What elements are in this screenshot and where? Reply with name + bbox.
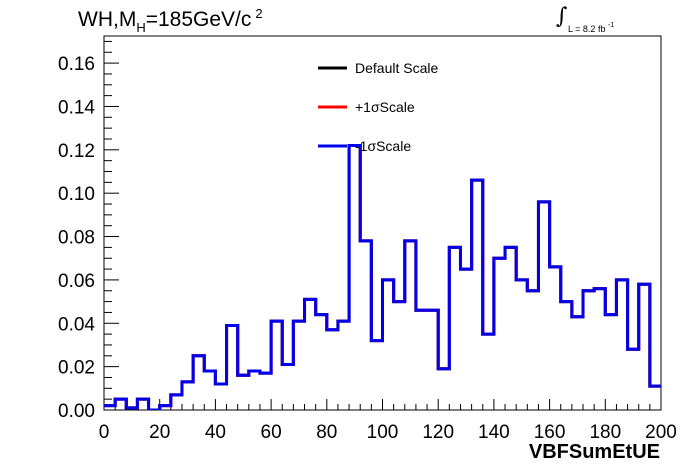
- title-superscript: 2: [255, 6, 263, 21]
- title-main: WH,M: [78, 8, 137, 31]
- title-subscript: H: [136, 20, 146, 35]
- plot-frame: [103, 35, 662, 411]
- y-tick-label: 0.14: [58, 97, 95, 118]
- x-tick-label: 80: [316, 422, 337, 443]
- y-axis: 0.00 0.02 0.04 0.06 0.08 0.10 0.12 0.14 0.16: [58, 40, 119, 422]
- legend-label: -1σScale: [355, 138, 411, 154]
- y-tick-label: 0.12: [58, 141, 95, 162]
- x-tick-label: 0: [99, 422, 110, 443]
- x-tick-label: 20: [149, 422, 170, 443]
- legend-label: Default Scale: [355, 60, 438, 76]
- y-tick-label: 0.00: [58, 401, 95, 422]
- lumi-text: L = 8.2 fb: [568, 24, 606, 34]
- x-tick-label: 60: [261, 422, 282, 443]
- legend-label: +1σScale: [355, 99, 415, 115]
- series-line: [104, 143, 661, 410]
- x-tick-label: 120: [422, 422, 454, 443]
- series-layer: [104, 143, 661, 410]
- x-tick-label: 100: [367, 422, 399, 443]
- series-line: [104, 143, 661, 410]
- y-tick-label: 0.04: [58, 314, 95, 335]
- y-tick-label: 0.02: [58, 358, 95, 379]
- y-tick-label: 0.16: [58, 54, 95, 75]
- x-axis: 0 20 40 60 80 100 120 140 160 180 200: [99, 399, 677, 443]
- y-tick-label: 0.06: [58, 271, 95, 292]
- chart-title: WH,MH=185GeV/c 2: [78, 6, 263, 35]
- series-line: [104, 143, 661, 410]
- x-tick-label: 40: [205, 422, 226, 443]
- title-rest: =185GeV/c: [145, 8, 252, 31]
- x-tick-label: 180: [589, 422, 621, 443]
- y-tick-label: 0.10: [58, 184, 95, 205]
- x-tick-label: 140: [478, 422, 510, 443]
- x-axis-label: VBFSumEtUE: [528, 441, 660, 463]
- legend: Default Scale +1σScale -1σScale: [318, 60, 438, 154]
- y-tick-label: 0.08: [58, 228, 95, 249]
- integral-symbol: ∫: [556, 4, 568, 29]
- lumi-superscript: -1: [607, 22, 615, 29]
- x-tick-label: 160: [534, 422, 566, 443]
- x-tick-label: 200: [645, 422, 677, 443]
